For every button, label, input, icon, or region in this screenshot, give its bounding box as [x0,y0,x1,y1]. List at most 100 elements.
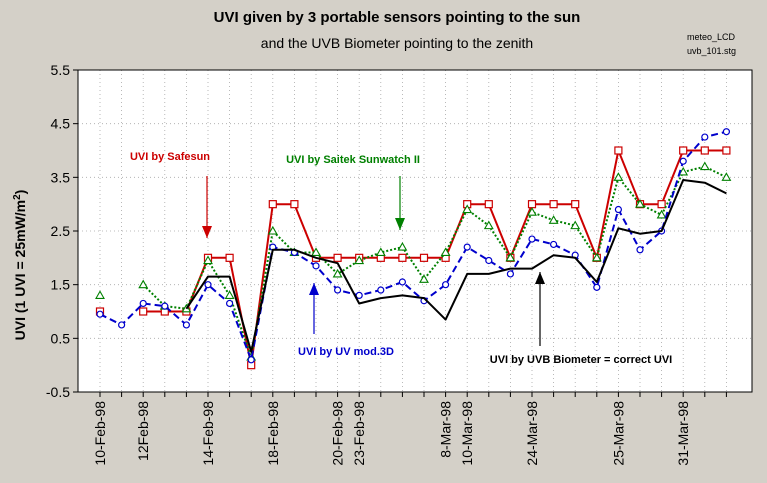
data-point-circle [96,310,104,318]
x-tick-label: 18-Feb-98 [265,401,281,466]
data-point-circle [226,299,234,308]
data-point-circle [593,283,601,291]
data-point-circle [204,281,212,289]
data-point-square [700,146,709,155]
data-point-triangle [678,166,689,176]
x-tick-label: 31-Mar-98 [675,401,691,466]
data-point-triangle [721,172,732,181]
data-point-square [484,200,493,209]
y-tick-label: 4.5 [51,116,71,132]
data-point-circle [312,262,320,270]
x-tick-label: 20-Feb-98 [330,401,346,466]
series-group [96,128,731,364]
data-point-triangle [591,252,602,262]
annotation-arrow-head [202,226,212,238]
data-point-triangle [656,209,667,219]
y-tick-label: 3.5 [51,169,71,185]
data-point-triangle [224,290,235,299]
y-tick-label: 5.5 [51,62,71,78]
data-point-triangle [527,207,537,216]
x-tick-label: 25-Mar-98 [610,401,626,466]
data-point-triangle [397,241,408,251]
data-point-square [722,146,731,155]
y-axis-label: UVI (1 UVI = 25mW/m2) [12,190,28,341]
data-point-circle [117,321,126,329]
data-point-square [268,200,277,209]
data-point-circle [463,243,471,251]
data-point-square [549,200,558,209]
series-annotation-label: UVI by Safesun [130,151,210,163]
data-point-triangle [332,268,343,278]
data-point-circle [442,281,450,289]
data-point-triangle [375,247,386,257]
data-point-triangle [267,225,278,235]
x-tick-label: 12Feb-98 [135,401,151,461]
data-point-circle [636,246,644,254]
annotation-arrow-head [535,272,545,284]
data-point-square [657,200,666,209]
data-point-circle [614,205,623,214]
data-point-circle [334,286,342,294]
series-annotation-label: UVI by UV mod.3D [298,346,394,358]
data-point-triangle [203,255,213,265]
chart-subtitle: and the UVB Biometer pointing to the zen… [261,35,533,51]
meta-line-1: meteo_LCD [687,32,736,42]
data-point-triangle [95,290,105,299]
x-tick-label: 14-Feb-98 [200,401,216,466]
x-tick-label: 24-Mar-98 [524,401,540,466]
data-point-triangle [440,247,451,257]
x-tick-label: 10-Mar-98 [459,401,475,466]
data-point-triangle [635,199,645,208]
data-point-square [419,253,429,262]
plot-layer: -0.5 0.5 1.5 2.5 3.5 4.5 5.5 10-Feb-98 12Feb-98 1… [46,62,753,466]
y-tick-label: 1.5 [51,277,71,293]
x-tick-label: 8-Mar-98 [438,401,454,458]
data-point-circle [182,321,190,329]
data-point-triangle [138,279,149,289]
data-point-triangle [548,215,559,224]
data-point-triangle [505,252,516,262]
data-point-triangle [419,274,429,283]
data-point-triangle [462,204,473,214]
data-point-square [139,307,148,316]
data-point-circle [355,291,363,299]
y-tick-label: 2.5 [51,223,71,239]
data-point-square [527,200,537,209]
data-point-circle [722,128,731,136]
data-point-triangle [354,255,365,265]
data-point-circle [377,286,385,294]
series-annotation-label: UVI by Saitek Sunwatch II [286,154,420,166]
y-tick-label: 0.5 [51,330,71,346]
series-group [185,179,727,353]
data-point-circle [161,302,169,310]
data-point-square [333,253,342,262]
data-point-square [571,200,580,209]
meta-line-2: uvb_101.stg [687,46,736,56]
data-point-triangle [613,172,624,181]
data-point-circle [247,356,255,364]
data-point-circle [506,270,514,278]
data-point-square [225,253,234,262]
chart-title: UVI given by 3 portable sensors pointing… [214,9,581,26]
data-point-triangle [311,247,321,257]
data-point-circle [398,278,406,286]
data-point-square [398,253,407,262]
data-point-triangle [699,161,710,171]
series-line [185,179,727,353]
series-line [142,165,727,359]
data-point-circle [549,240,558,249]
data-point-square [679,146,688,155]
data-point-circle [139,299,147,308]
y-tick-label: -0.5 [46,384,70,400]
series-group [95,161,732,361]
data-point-triangle [570,220,581,230]
x-tick-label: 23-Feb-98 [351,401,367,466]
series-annotation-label: UVI by UVB Biometer = correct UVI [490,354,672,366]
data-point-circle [679,157,687,165]
annotation-arrow-head [309,283,319,295]
data-point-triangle [483,220,494,230]
annotation-arrow-head [395,218,405,230]
data-point-square [614,146,623,155]
data-point-square [290,200,299,209]
